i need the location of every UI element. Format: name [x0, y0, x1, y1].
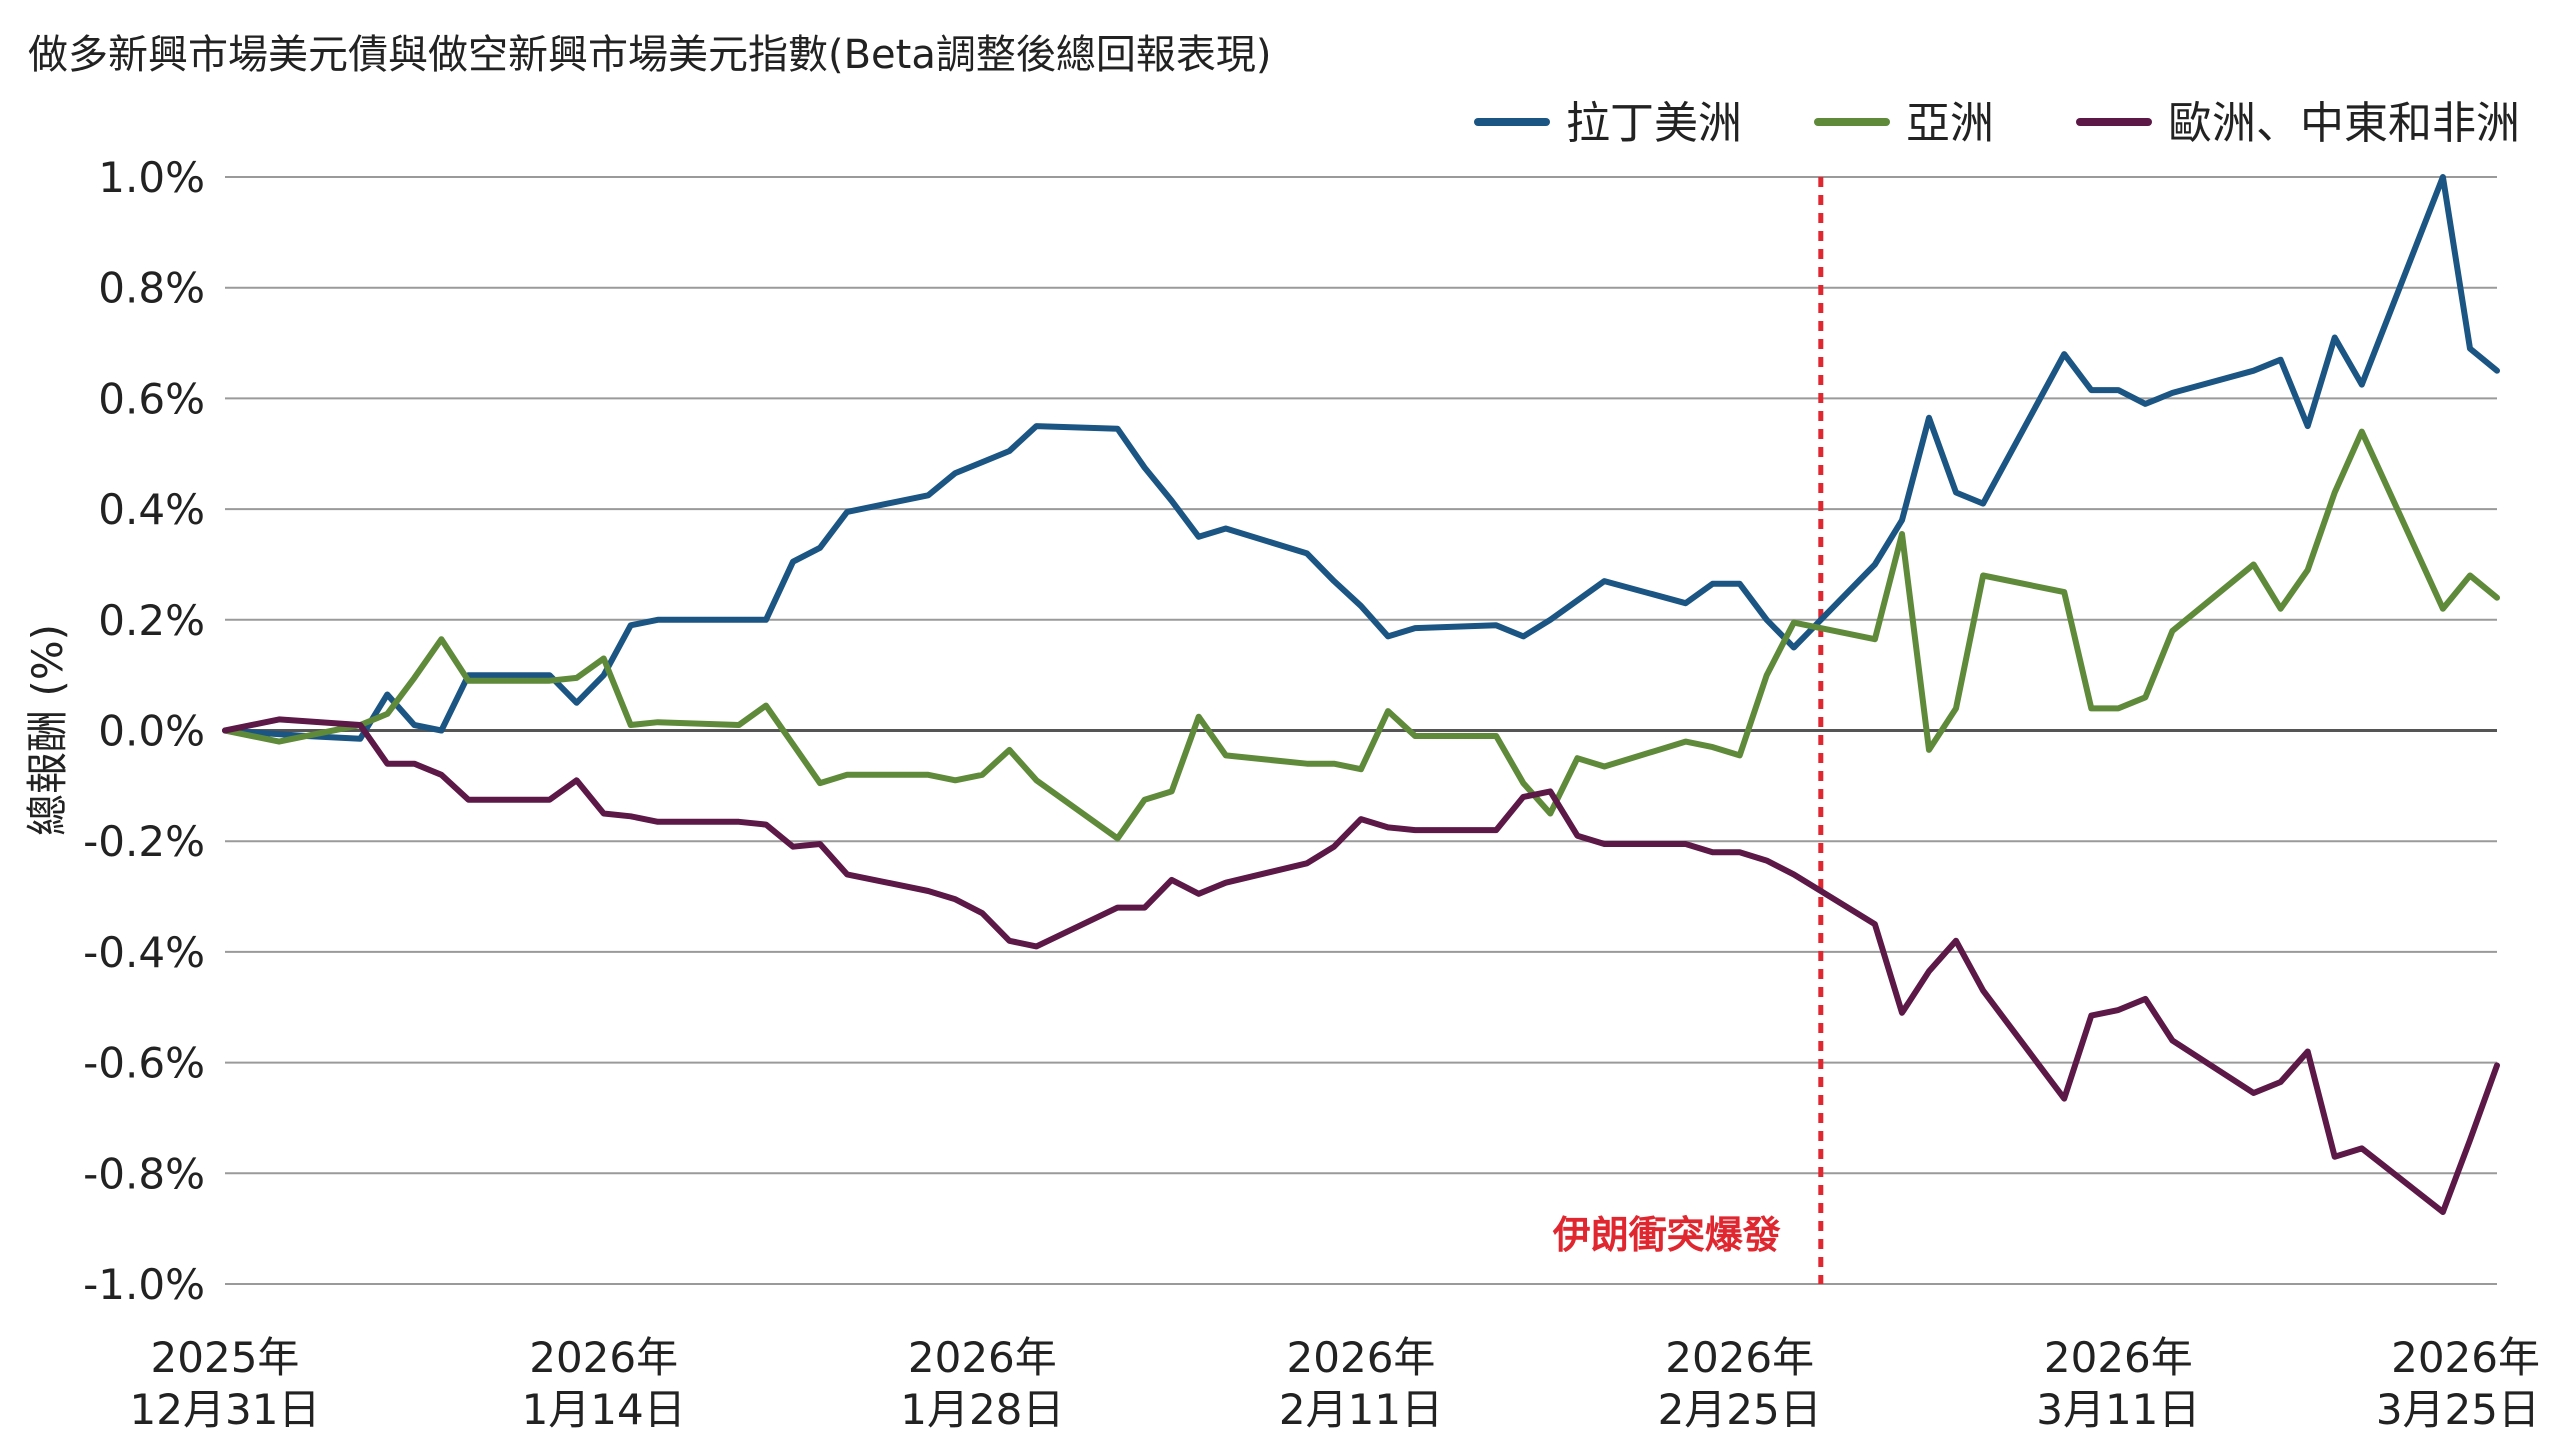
y-tick-label: 0.6% [98, 374, 205, 423]
y-tick-label: 0.4% [98, 485, 205, 534]
y-tick-label: -0.8% [83, 1149, 205, 1198]
y-tick-label: 0.0% [98, 707, 205, 756]
legend-label: 拉丁美洲 [1566, 98, 1742, 149]
y-axis-label: 總報酬 (%) [23, 624, 72, 836]
annotations: 伊朗衝突爆發 [1552, 177, 1824, 1284]
series-line-2 [222, 716, 2500, 1215]
y-tick-label: -1.0% [83, 1260, 205, 1309]
x-tick-label-date: 2月11日 [1279, 1385, 1443, 1434]
x-tick-label-year: 2025年 [151, 1333, 300, 1382]
x-axis-ticks: 2025年12月31日2026年1月14日2026年1月28日2026年2月11… [130, 1333, 2540, 1434]
x-tick-label-year: 2026年 [2391, 1333, 2540, 1382]
y-tick-label: -0.4% [83, 928, 205, 977]
y-axis-ticks: 1.0% 0.8% 0.6% 0.4% 0.2% 0.0% -0.2% -0.4% -0.6% -… [83, 153, 205, 1309]
y-tick-label: -0.2% [83, 817, 205, 866]
y-tick-label: 1.0% [98, 153, 205, 202]
x-tick-label-date: 3月25日 [2376, 1385, 2540, 1434]
y-tick-label: 0.8% [98, 264, 205, 313]
legend-label: 亞洲 [1906, 98, 1994, 149]
grid-lines [225, 176, 2497, 1285]
x-tick-label-date: 1月14日 [522, 1385, 686, 1434]
legend: 拉丁美洲 亞洲 歐洲、中東和非洲 [1474, 98, 2520, 149]
event-marker-label: 伊朗衝突爆發 [1552, 1213, 1781, 1257]
x-tick-label-year: 2026年 [529, 1333, 678, 1382]
chart-title: 做多新興市場美元債與做空新興市場美元指數(Beta調整後總回報表現) [28, 32, 1272, 78]
x-tick-label-year: 2026年 [1665, 1333, 1814, 1382]
x-tick-label-year: 2026年 [2044, 1333, 2193, 1382]
x-tick-label-date: 1月28日 [900, 1385, 1064, 1434]
x-tick-label-date: 3月11日 [2036, 1385, 2200, 1434]
x-tick-label-date: 2月25日 [1658, 1385, 1822, 1434]
series-line-0 [222, 174, 2500, 742]
y-tick-label: 0.2% [98, 596, 205, 645]
x-tick-label-year: 2026年 [1287, 1333, 1436, 1382]
y-tick-label: -0.6% [83, 1039, 205, 1088]
series-lines [222, 174, 2500, 1215]
legend-label: 歐洲、中東和非洲 [2168, 98, 2520, 149]
x-tick-label-year: 2026年 [908, 1333, 1057, 1382]
x-tick-label-date: 12月31日 [130, 1385, 321, 1434]
series-line-1 [222, 428, 2500, 842]
